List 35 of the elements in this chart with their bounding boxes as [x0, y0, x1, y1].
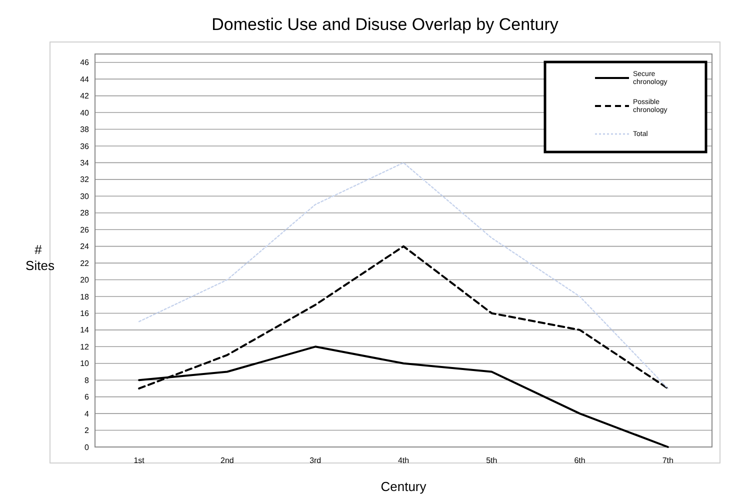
y-tick-label: 36 [80, 142, 90, 151]
y-tick-label: 24 [80, 242, 90, 252]
y-tick-label: 28 [80, 208, 90, 218]
y-tick-label: 6 [84, 392, 90, 402]
y-tick-label: 22 [80, 258, 90, 268]
y-tick-label: 40 [80, 108, 90, 118]
y-tick-label: 10 [80, 359, 90, 368]
y-tick-label: 16 [80, 309, 90, 318]
y-tick-label: 14 [80, 326, 90, 335]
x-tick-label: 3rd [310, 456, 322, 465]
y-tick-label: 42 [80, 92, 90, 101]
y-tick-label: 20 [80, 276, 90, 285]
y-tick-label: 18 [80, 292, 90, 302]
y-tick-label: 0 [84, 442, 90, 452]
y-tick-label: 38 [80, 125, 90, 134]
y-tick-label: 46 [80, 58, 90, 68]
x-tick-label: 5th [486, 456, 498, 465]
y-tick-label: 8 [84, 376, 90, 385]
x-tick-label: 4th [398, 456, 410, 465]
x-tick-label: 1st [134, 456, 146, 465]
x-tick-label: 7th [662, 456, 674, 465]
line-series [138, 162, 669, 390]
x-tick-label: 2nd [220, 456, 234, 465]
y-tick-label: 32 [80, 175, 90, 184]
y-tick-label: 34 [80, 158, 90, 168]
y-tick-label: 26 [80, 225, 90, 234]
y-tick-label: 12 [80, 342, 90, 352]
y-tick-label: 44 [80, 74, 90, 84]
y-tick-label: 2 [84, 426, 90, 436]
y-tick-label: 4 [84, 409, 90, 418]
y-axis-title: # Sites [26, 242, 55, 273]
y-tick-label: 30 [80, 192, 90, 201]
x-axis-title: Century [380, 479, 427, 494]
chart-title: Domestic Use and Disuse Overlap by Century [212, 15, 559, 34]
x-tick-label: 6th [574, 456, 586, 465]
